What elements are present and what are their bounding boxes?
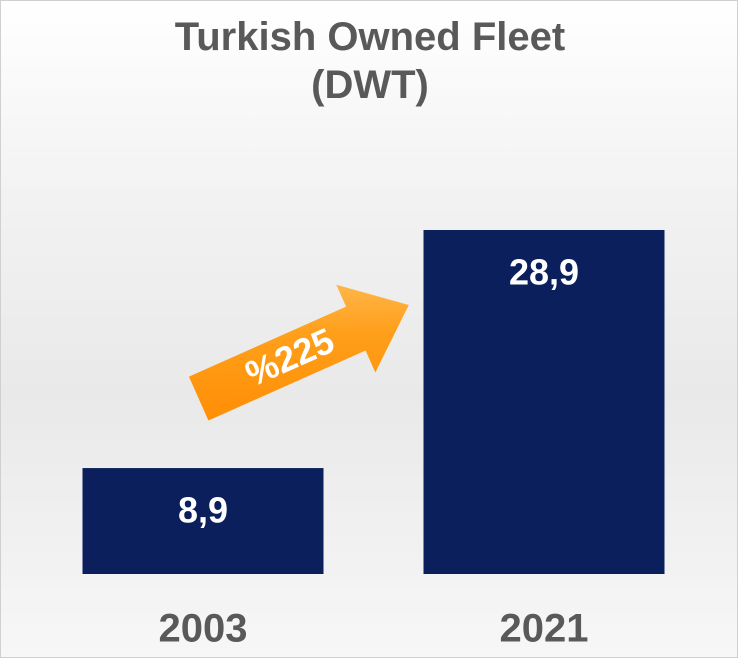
value-label: 8,9 <box>178 490 228 531</box>
x-tick-label: 2003 <box>159 607 248 651</box>
growth-arrow: %225 <box>188 284 409 421</box>
chart-title: Turkish Owned Fleet (DWT) <box>174 15 566 107</box>
value-label: 28,9 <box>509 252 579 293</box>
x-tick-label: 2021 <box>500 607 589 651</box>
bar <box>423 230 665 574</box>
bar <box>82 468 324 574</box>
